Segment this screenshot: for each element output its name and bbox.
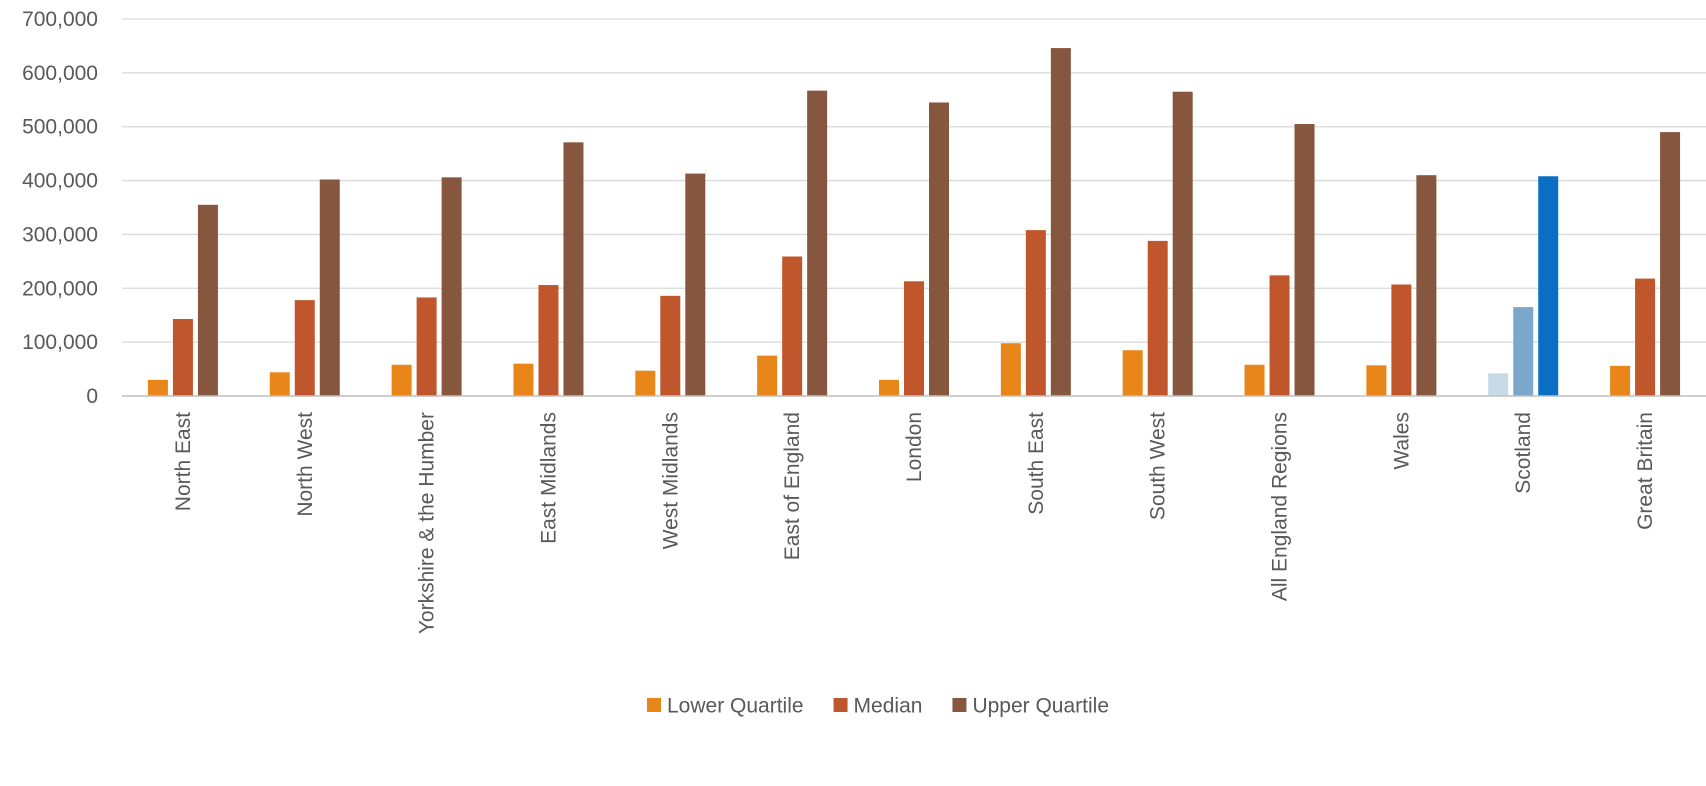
bar <box>513 363 534 396</box>
bar <box>269 372 290 396</box>
x-category-label: South West <box>1147 412 1170 520</box>
x-category-label: West Midlands <box>659 412 682 549</box>
y-tick-label: 700,000 <box>22 8 98 31</box>
bar-group <box>1610 132 1681 396</box>
bar <box>441 177 462 396</box>
bar <box>563 142 584 396</box>
legend: Lower Quartile Median Upper Quartile <box>646 695 1109 718</box>
bar-group <box>513 142 584 396</box>
bars <box>147 48 1681 397</box>
x-category-label: North West <box>294 412 317 517</box>
legend-item: Lower Quartile <box>646 695 804 718</box>
x-category-label: London <box>903 412 926 482</box>
bar <box>1538 176 1559 396</box>
bar <box>391 364 412 396</box>
x-category-label: Wales <box>1390 412 1413 470</box>
bar <box>782 256 803 396</box>
y-tick-label: 500,000 <box>22 116 98 139</box>
bar <box>1172 91 1193 396</box>
y-tick-label: 200,000 <box>22 277 98 300</box>
bar <box>1660 132 1681 396</box>
bar <box>1025 230 1046 396</box>
bar <box>1610 365 1631 396</box>
bar <box>1000 343 1021 396</box>
bar <box>319 179 340 396</box>
x-category-label: South East <box>1025 412 1048 515</box>
y-tick-label: 300,000 <box>22 223 98 246</box>
legend-swatch <box>646 698 661 712</box>
x-category-label: Yorkshire & the Humber <box>416 412 439 634</box>
bar <box>757 355 778 396</box>
bar-group <box>1366 175 1437 396</box>
bar-group <box>269 179 340 396</box>
bar <box>1366 365 1387 396</box>
x-category-label: North East <box>172 412 195 511</box>
x-category-label: East of England <box>781 412 804 560</box>
bar <box>416 297 437 396</box>
bar <box>1147 240 1168 396</box>
bar-group <box>1000 48 1071 396</box>
bar <box>1513 307 1534 396</box>
legend-label: Lower Quartile <box>667 695 804 718</box>
bar-group <box>879 102 949 396</box>
legend-swatch <box>952 698 967 712</box>
x-category-label: Great Britain <box>1634 412 1657 530</box>
bar <box>147 379 168 396</box>
y-tick-label: 400,000 <box>22 170 98 193</box>
bar-group <box>1122 91 1193 396</box>
y-tick-label: 0 <box>86 385 98 408</box>
bar <box>635 370 656 396</box>
y-axis-tick-labels: 0 100,000 200,000 300,000 400,000 500,000 600,… <box>22 8 98 408</box>
bar-group <box>757 90 828 396</box>
bar <box>1391 284 1412 396</box>
legend-item: Upper Quartile <box>952 695 1109 718</box>
bar-group <box>1488 176 1559 396</box>
bar-group <box>635 173 706 396</box>
bar <box>1416 175 1437 396</box>
bar <box>1488 373 1509 396</box>
bar <box>538 285 559 396</box>
x-category-label: Scotland <box>1512 412 1535 494</box>
bar <box>685 173 706 396</box>
bar <box>294 300 315 396</box>
bar <box>1294 124 1315 397</box>
bar-group <box>391 177 462 396</box>
bar <box>1050 48 1071 396</box>
bar <box>1635 278 1656 396</box>
x-category-label: East Midlands <box>537 412 560 544</box>
bar <box>879 379 899 396</box>
bar <box>197 204 218 396</box>
bar-group <box>1244 124 1315 397</box>
bar-group <box>147 204 218 396</box>
bar <box>904 281 924 396</box>
x-axis-category-labels: North East North West Yorkshire & the Humb… <box>172 412 1657 634</box>
gridlines <box>122 18 1706 343</box>
bar <box>807 90 828 396</box>
legend-label: Upper Quartile <box>972 695 1109 718</box>
bar <box>1269 275 1290 396</box>
y-tick-label: 100,000 <box>22 331 98 354</box>
legend-swatch <box>833 698 848 712</box>
x-category-label: All England Regions <box>1269 412 1292 601</box>
y-tick-label: 600,000 <box>22 62 98 85</box>
bar <box>660 295 681 396</box>
bar <box>1122 350 1143 396</box>
legend-item: Median <box>833 695 923 718</box>
bar <box>172 318 193 396</box>
bar <box>1244 364 1265 396</box>
legend-label: Median <box>854 695 923 718</box>
bar <box>929 102 949 396</box>
